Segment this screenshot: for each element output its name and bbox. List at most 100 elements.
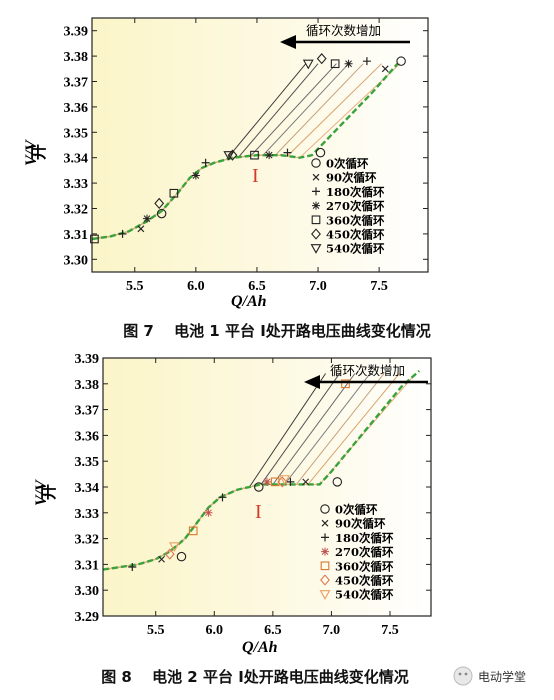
annotation-text: 循环次数增加 [306,23,381,38]
y-tick-label: 3.39 [75,352,100,367]
wechat-icon-eye [458,672,462,676]
y-tick-label: 3.36 [64,101,89,116]
chart-battery-1: 5.5 6.0 6.5 7.0 7.5 3.39 3.38 3.37 3.36 3.35 3.34 3… [23,17,431,340]
data-point-2 [128,562,137,571]
legend-marker-6 [319,590,331,600]
legend-marker-2 [312,187,320,196]
data-point-3 [265,151,274,160]
data-point-4 [188,526,198,536]
y-tick-label: 3.30 [75,584,100,599]
data-point-4 [250,150,259,160]
legend-label: 360次循环 [326,213,385,227]
y-axis-label: V/V [23,139,40,166]
data-point-3 [344,59,353,68]
data-point-2 [286,477,295,486]
y-tick-label: 3.31 [64,228,89,243]
legend-label: 270次循环 [326,199,385,213]
y-tick-label: 3.35 [75,455,100,470]
data-point-2 [283,148,292,157]
legend-marker-1 [312,173,320,181]
legend-marker-1 [321,519,329,527]
data-point-0 [396,56,406,66]
legend-label: 90次循环 [335,517,386,531]
data-point-4 [341,379,350,389]
series-markers [90,53,406,244]
x-tick-label: 7.5 [370,279,388,294]
data-point-4 [330,59,340,69]
legend-label: 0次循环 [326,157,369,171]
data-point-6 [223,151,235,161]
legend-label: 450次循环 [335,574,394,588]
wechat-icon-eye [464,672,468,676]
data-point-2 [362,57,371,66]
data-point-2 [218,493,227,502]
wechat-icon [453,666,473,686]
fitted-curve [102,369,421,571]
watermark: 电动学堂 [453,666,526,686]
plot-frame [91,17,429,273]
data-point-2 [118,229,127,238]
series-lines [102,369,421,571]
y-tick-label: 3.39 [64,25,89,40]
legend-marker-5 [320,574,330,586]
data-point-4 [270,477,280,487]
series-markers [128,379,350,571]
chart-battery-2: 5.5 6.0 6.5 7.0 7.5 3.39 3.38 3.37 3.36 3.35 3.34 3… [33,352,432,686]
legend-marker-5 [311,228,321,240]
data-point-5 [316,53,327,65]
y-tick-label: 3.33 [75,507,100,522]
legend-marker-4 [320,561,330,571]
figure-caption: 图 8 电池 2 平台 Ⅰ处开路电压曲线变化情况 [101,668,409,686]
x-tick-label: 5.5 [126,279,144,294]
y-tick-label: 3.32 [64,203,89,218]
legend-label: 180次循环 [326,185,385,199]
fitted-curve [91,62,399,241]
y-axis-label: V/V [33,479,50,506]
y-tick-label: 3.30 [64,253,89,268]
y-tick-label: 3.34 [75,481,100,496]
y-tick-label: 3.31 [75,558,100,573]
data-point-0 [332,477,343,487]
x-tick-label: 6.0 [206,623,224,638]
x-tick-label: 6.0 [187,279,205,294]
data-point-6 [169,542,180,552]
legend-marker-0 [311,158,321,168]
data-point-0 [176,551,187,562]
data-point-3 [204,508,213,517]
y-tick-label: 3.38 [64,50,89,65]
y-tick-label: 3.36 [75,429,100,444]
legend-marker-3 [312,201,320,210]
legend-label: 270次循环 [335,545,394,559]
legend-label: 90次循环 [326,171,377,185]
legend-label: 180次循环 [335,531,394,545]
x-tick-label: 6.5 [248,279,266,294]
legend-label: 540次循环 [326,242,385,256]
watermark-text: 电动学堂 [478,669,526,684]
x-tick-label: 7.5 [381,623,399,638]
axis-ticks: 5.5 6.0 6.5 7.0 7.5 3.39 3.38 3.37 3.36 3.35 3.34 3… [64,18,428,294]
y-axis-subscript: 开 [40,484,58,500]
data-point-5 [154,197,165,210]
y-tick-label: 3.37 [75,404,100,419]
x-tick-label: 7.0 [309,279,327,294]
legend-marker-0 [320,504,330,514]
data-point-1 [158,555,165,563]
legend-label: 360次循环 [335,559,394,573]
legend-label: 0次循环 [335,503,378,517]
legend-marker-4 [311,215,321,225]
x-tick-label: 5.5 [147,623,165,638]
plot-area [92,18,428,272]
legend-label: 540次循环 [335,588,394,602]
x-tick-label: 7.0 [323,623,341,638]
data-point-1 [302,478,310,486]
legend-marker-6 [310,244,322,254]
data-point-4 [169,188,179,198]
axis-ticks: 5.5 6.0 6.5 7.0 7.5 3.39 3.38 3.37 3.36 3.35 3.34 3… [75,352,431,638]
y-tick-label: 3.35 [64,126,89,141]
y-tick-label: 3.32 [75,533,100,548]
data-point-0 [315,147,326,158]
y-tick-label: 3.38 [75,378,100,393]
y-tick-label: 3.34 [64,152,89,167]
